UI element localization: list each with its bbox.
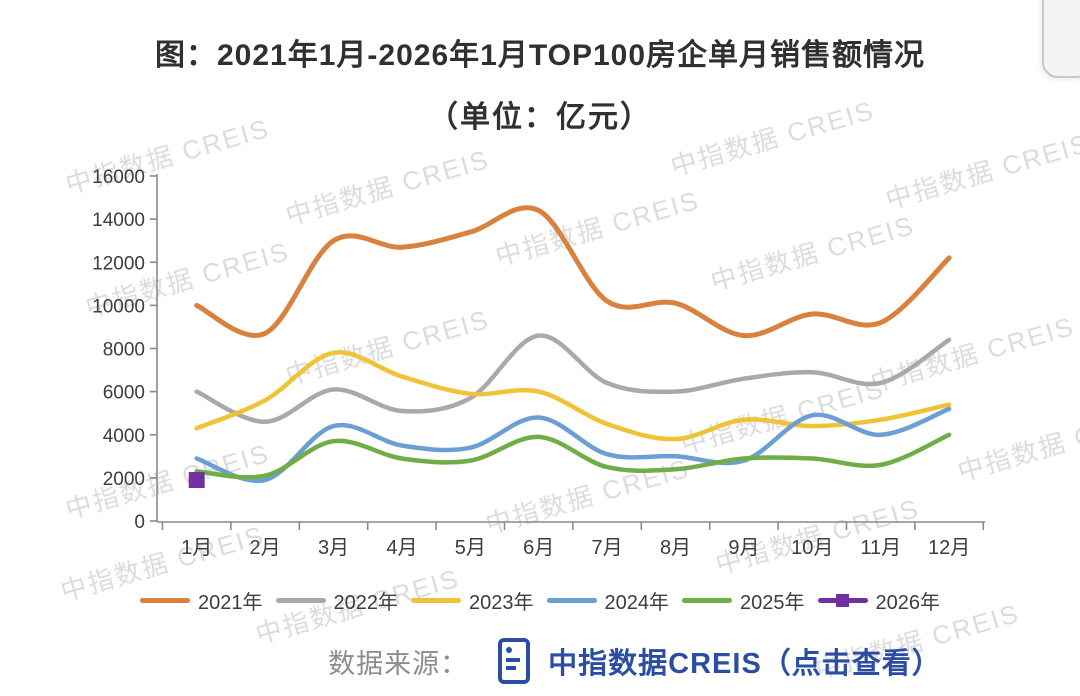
legend-swatch-2023 <box>411 598 461 603</box>
legend-item-2025: 2025年 <box>682 586 805 615</box>
series-marker-2026 <box>188 472 205 489</box>
watermark-text: 中指数据 CREIS <box>282 144 493 231</box>
x-axis-label: 12月 <box>928 537 970 559</box>
y-axis-label: 4000 <box>103 426 145 447</box>
legend-square-marker <box>835 594 849 607</box>
y-axis-label: 2000 <box>103 469 145 490</box>
chart-title-line1: 图：2021年1月-2026年1月TOP100房企单月销售额情况 <box>154 39 926 72</box>
x-axis-label: 11月 <box>860 537 901 559</box>
y-axis-label: 10000 <box>92 296 145 317</box>
legend-label-2024: 2024年 <box>604 592 670 614</box>
x-axis-label: 9月 <box>728 537 759 559</box>
legend-label-2025: 2025年 <box>740 592 805 614</box>
data-source-label: 数据来源： <box>328 648 469 679</box>
watermark-text: 中指数据 CREIS <box>707 210 918 297</box>
legend-label-2022: 2022年 <box>333 592 399 614</box>
legend-swatch-2022 <box>275 598 326 603</box>
legend-swatch-2025 <box>682 598 732 603</box>
legend-swatch-2021 <box>140 598 190 603</box>
document-list-icon <box>498 638 531 684</box>
x-axis-label: 4月 <box>386 537 417 559</box>
watermark-text: 中指数据 CREIS <box>282 304 493 391</box>
chart-title-line2: （单位：亿元） <box>428 101 652 134</box>
series-line-2021 <box>194 205 952 339</box>
y-axis-label: 6000 <box>103 383 145 404</box>
x-axis-label: 3月 <box>318 537 349 559</box>
watermark-text: 中指数据 CREIS <box>482 453 693 540</box>
watermark-text: 中指数据 CREIS <box>62 438 273 525</box>
x-axis-label: 8月 <box>660 537 691 559</box>
legend-swatch-2026 <box>817 594 868 607</box>
data-source-link[interactable]: 中指数据CREIS（点击查看） <box>498 638 942 684</box>
x-axis-label: 6月 <box>523 537 554 559</box>
legend-label-2026: 2026年 <box>875 592 941 614</box>
y-axis-label: 0 <box>134 512 145 533</box>
scrollbar-thumb[interactable] <box>1042 0 1080 78</box>
watermark-text: 中指数据 CREIS <box>882 128 1080 215</box>
legend-item-2026: 2026年 <box>817 586 941 615</box>
y-axis-label: 12000 <box>92 253 145 274</box>
data-source-link-text[interactable]: 中指数据CREIS（点击查看） <box>548 648 942 680</box>
legend-label-2021: 2021年 <box>198 592 263 614</box>
chart-legend: 2021年 2022年 2023年 2024年 2025年 2026年 <box>0 586 1080 615</box>
watermark-text: 中指数据 CREIS <box>867 311 1078 398</box>
legend-label-2023: 2023年 <box>469 592 534 614</box>
x-axis-label: 10月 <box>791 537 833 559</box>
y-axis-label: 8000 <box>103 340 145 361</box>
y-axis-label: 14000 <box>92 210 145 231</box>
x-axis-label: 1月 <box>181 537 212 559</box>
legend-item-2022: 2022年 <box>275 586 399 615</box>
legend-swatch-2024 <box>546 598 597 603</box>
y-axis-label: 16000 <box>92 167 145 188</box>
data-source-row: 数据来源： 中指数据CREIS（点击查看） <box>0 638 1080 684</box>
watermark-text: 中指数据 CREIS <box>954 400 1080 487</box>
series-line-2024 <box>194 406 952 484</box>
legend-item-2023: 2023年 <box>411 586 534 615</box>
series-line-2023 <box>194 350 952 442</box>
legend-item-2021: 2021年 <box>140 586 263 615</box>
x-axis-label: 5月 <box>455 537 486 559</box>
legend-item-2024: 2024年 <box>546 586 670 615</box>
x-axis-label: 2月 <box>250 537 281 559</box>
series-line-2025 <box>194 432 952 480</box>
chart-title: 图：2021年1月-2026年1月TOP100房企单月销售额情况 （单位：亿元） <box>0 30 1080 136</box>
series-line-2022 <box>194 333 952 425</box>
x-axis-label: 7月 <box>592 537 623 559</box>
watermark-text: 中指数据 CREIS <box>492 185 703 272</box>
